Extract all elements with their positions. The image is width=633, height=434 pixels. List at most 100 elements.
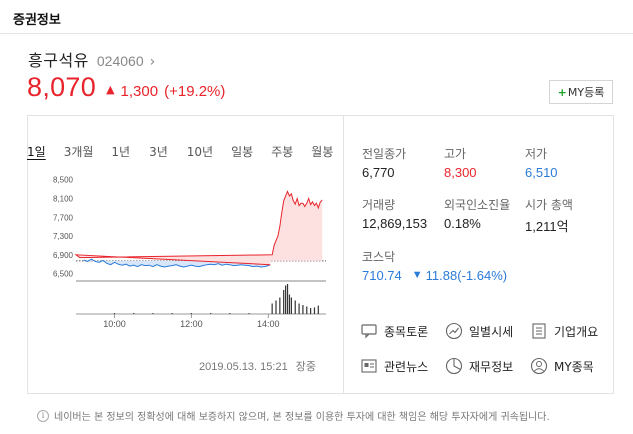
volume-bar	[288, 294, 291, 314]
x-tick-label: 10:00	[103, 319, 126, 329]
kosdaq-value: 710.74	[362, 268, 402, 283]
my-register-button[interactable]: + MY등록	[549, 80, 613, 104]
kosdaq-change-rate: (-1.64%)	[457, 268, 508, 283]
volume-bar	[113, 313, 116, 314]
timestamp-datetime: 2019.05.13. 15:21	[199, 361, 288, 373]
y-tick-label: 6,900	[53, 251, 74, 260]
tab-weekly[interactable]: 주봉	[271, 145, 294, 159]
kosdaq-label: 코스닥	[362, 250, 396, 264]
trend-line-icon	[445, 322, 463, 340]
stock-code[interactable]: 024060	[96, 53, 144, 69]
volume-bar	[275, 300, 277, 314]
volume-label: 거래량	[362, 198, 396, 212]
tab-1year[interactable]: 1년	[111, 145, 131, 159]
low-value: 6,510	[525, 165, 558, 180]
company-overview-label[interactable]: 기업개요	[554, 324, 599, 339]
volume-bar	[229, 313, 231, 314]
volume-bar	[294, 300, 296, 314]
volume-bar	[313, 307, 316, 314]
volume-bar	[190, 313, 192, 314]
volume-bar	[310, 308, 312, 314]
disclaimer: i 네이버는 본 정보의 정확성에 대해 보증하지 않으며, 본 정보를 이용한…	[37, 408, 550, 423]
related-news-label[interactable]: 관련뉴스	[384, 359, 429, 374]
volume-bar	[248, 313, 250, 314]
low-label: 저가	[525, 147, 548, 161]
market-cap-label: 시가 총액	[525, 198, 573, 212]
related-news-link[interactable]: 관련뉴스	[360, 357, 428, 375]
price-row: 8,070 ▲ 1,300 (+19.2%)	[27, 72, 225, 103]
chart-period-tabs: 1일 3개월 1년 3년 10년 일봉 주봉 월봉	[27, 143, 333, 160]
chevron-right-icon[interactable]: ›	[149, 54, 156, 70]
financial-info-label[interactable]: 재무정보	[469, 359, 514, 374]
tab-3month[interactable]: 3개월	[63, 145, 94, 159]
daily-price-link[interactable]: 일별시세	[445, 322, 513, 340]
timestamp: 2019.05.13. 15:21 장중	[199, 358, 316, 374]
news-icon	[361, 359, 377, 373]
volume-bar	[152, 313, 154, 314]
panel-divider	[343, 115, 344, 394]
user-icon	[530, 357, 548, 375]
volume-bar	[286, 284, 289, 314]
current-price: 8,070	[27, 72, 97, 102]
tab-monthly[interactable]: 월봉	[311, 145, 334, 159]
y-tick-label: 7,700	[53, 213, 74, 222]
volume-bar	[290, 297, 292, 314]
tab-daily[interactable]: 일봉	[231, 145, 254, 159]
info-icon: i	[37, 409, 49, 422]
stock-discussion-link[interactable]: 종목토론	[360, 322, 428, 340]
volume-bar	[279, 297, 281, 314]
tab-10year[interactable]: 10년	[186, 145, 214, 159]
y-tick-label: 8,500	[53, 176, 74, 185]
stock-name[interactable]: 흥구석유	[28, 51, 89, 70]
x-tick-label: 14:00	[257, 319, 280, 329]
my-register-label: MY등록	[567, 86, 605, 99]
volume-bar	[210, 313, 212, 314]
volume-bar	[302, 305, 304, 314]
kosdaq-values: 710.74 ▼ 11.88 (-1.64%)	[362, 268, 507, 283]
tab-1day[interactable]: 1일	[27, 145, 46, 159]
stock-info-panel	[27, 115, 614, 394]
financial-info-link[interactable]: 재무정보	[445, 357, 513, 375]
company-overview-link[interactable]: 기업개요	[530, 322, 598, 340]
my-stocks-link[interactable]: MY종목	[530, 357, 594, 375]
market-cap-value: 1,211억	[525, 219, 569, 234]
price-fill-up	[76, 191, 323, 265]
disclaimer-text: 네이버는 본 정보의 정확성에 대해 보증하지 않으며, 본 정보를 이용한 투…	[54, 412, 550, 423]
foreign-ratio-value: 0.18%	[444, 216, 481, 231]
stock-name-link[interactable]: 흥구석유 024060 ›	[28, 47, 155, 71]
volume-bar	[133, 313, 135, 314]
volume-value: 12,869,153	[362, 216, 428, 231]
stock-discussion-label[interactable]: 종목토론	[384, 324, 429, 339]
plus-icon: +	[557, 85, 567, 99]
volume-bar	[298, 303, 300, 314]
y-tick-label: 7,300	[53, 232, 74, 241]
volume-bar	[306, 306, 308, 314]
price-line-down	[83, 258, 271, 268]
market-status: 장중	[295, 361, 317, 373]
prev-close-value: 6,770	[362, 165, 395, 180]
section-title: 증권정보	[13, 13, 61, 28]
up-triangle-icon: ▲	[106, 83, 115, 96]
pie-chart-icon	[445, 357, 463, 375]
tab-3year[interactable]: 3년	[149, 145, 168, 159]
y-tick-label: 8,100	[53, 194, 74, 203]
y-tick-label: 6,500	[53, 270, 74, 279]
price-line-up	[74, 190, 323, 266]
high-label: 고가	[444, 147, 467, 161]
kosdaq-change: 11.88	[425, 268, 458, 283]
down-triangle-icon: ▼	[411, 269, 423, 281]
price-change-rate: (+19.2%)	[164, 83, 226, 100]
document-list-icon	[532, 323, 546, 339]
x-tick-label: 12:00	[180, 319, 203, 329]
prev-close-label: 전일종가	[362, 147, 407, 161]
daily-price-label[interactable]: 일별시세	[469, 324, 514, 339]
speech-bubble-icon	[361, 324, 377, 339]
volume-bar	[285, 285, 287, 314]
my-stocks-label[interactable]: MY종목	[554, 359, 594, 374]
price-change: 1,300	[120, 83, 159, 100]
foreign-ratio-label: 외국인소진율	[444, 198, 511, 212]
volume-bar	[283, 290, 285, 314]
divider	[0, 33, 633, 34]
volume-bar	[317, 305, 319, 314]
